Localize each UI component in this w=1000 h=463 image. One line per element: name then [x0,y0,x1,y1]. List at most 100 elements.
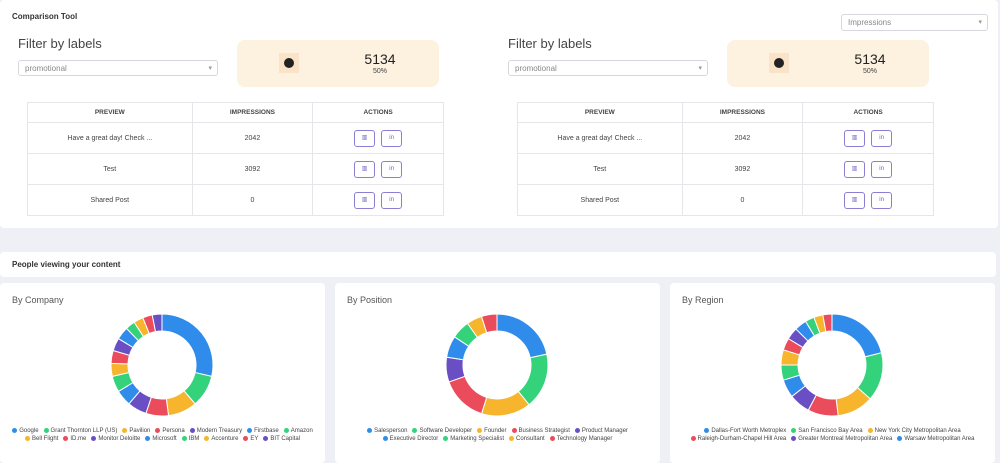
legend-swatch [897,436,903,442]
filter-select[interactable]: promotional [508,60,708,76]
remove-icon[interactable] [279,53,299,73]
stats-button[interactable]: ▥ [354,160,376,178]
legend-label: Salesperson [374,428,408,435]
legend-item[interactable]: Google [12,428,39,435]
comparison-card: Comparison Tool Impressions Filter by la… [0,0,998,228]
legend-label: Software Developer [419,428,473,435]
legend-swatch [91,436,97,442]
linkedin-button[interactable]: in [871,129,893,147]
legend-item[interactable]: Salesperson [367,428,407,434]
legend-item[interactable]: Executive Director [382,436,438,442]
legend-item[interactable]: IBM [181,436,199,442]
legend-item[interactable]: Product Manager [574,428,628,434]
legend-item[interactable]: Modern Treasury [189,428,242,434]
donut-segment [151,313,163,333]
legend-item[interactable]: New York City Metropolitan Area [867,428,961,435]
legend-item[interactable]: Business Strategist [511,428,570,434]
stat-total: 5134 [854,51,886,67]
legend-label: Pavilion [129,428,151,435]
donut-segment [161,313,214,377]
preview-cell: Shared Post [27,184,193,216]
legend-item[interactable]: Software Developer [412,428,472,434]
linkedin-button[interactable]: in [871,160,893,178]
section-title: People viewing your content [12,260,121,269]
minus[interactable] [284,58,294,68]
legend-item[interactable]: Marketing Specialist [443,436,504,442]
legend-item[interactable]: Bell Flight [24,436,58,442]
stats-button[interactable]: ▥ [844,129,866,147]
row: Shared Post 0 ▥ in [27,184,444,216]
legend-swatch [243,436,249,442]
legend-item[interactable]: Monitor Deloitte [91,436,140,442]
linkedin-button[interactable]: in [381,191,403,209]
actions-cell: ▥ in [312,122,444,154]
stat-share: 50% [372,68,387,75]
legend-item[interactable]: Amazon [283,428,313,435]
legend-item[interactable]: BIT Capital [263,436,300,442]
legend-item[interactable]: Accenture [204,436,238,442]
donut-chart [445,313,549,417]
legend-swatch [263,436,269,442]
legend-swatch [549,436,555,442]
impressions-cell: 0 [681,184,804,216]
legend-label: Grant Thornton LLP (US) [50,428,118,435]
linkedin-button[interactable]: in [381,160,403,178]
legend-label: Warsaw Metropolitan Area [904,436,975,443]
stats-button[interactable]: ▥ [354,191,376,209]
legend-item[interactable]: Pavilion [122,428,150,434]
linkedin-button[interactable]: in [381,129,403,147]
legend-item[interactable]: Dallas-Fort Worth Metroplex [704,428,786,434]
legend-label: Founder [484,428,507,435]
legend-item[interactable]: Raleigh-Durham-Chapel Hill Area [690,436,786,442]
legend-label: Amazon [290,428,313,435]
legend-swatch [791,436,797,442]
legend-item[interactable]: ID.me [63,436,86,442]
donut-chart [780,313,884,417]
metric-select[interactable]: Impressions [841,14,988,31]
stats-button[interactable]: ▥ [844,160,866,178]
legend-item[interactable]: Persona [155,428,185,435]
legend-label: Google [19,428,39,435]
column-header: PREVIEW [517,102,683,123]
filter-select[interactable]: promotional [18,60,218,76]
legend-item[interactable]: EY [243,436,258,442]
stats-button[interactable]: ▥ [844,191,866,209]
chart-card: By Region Dallas-Fort Worth Metroplex San … [670,283,995,463]
legend-item[interactable]: Technology Manager [549,436,612,442]
column-header: IMPRESSIONS [681,102,804,123]
legend-label: Persona [162,428,185,435]
impressions-cell: 3092 [191,153,314,185]
chart-card: By Company Google Grant Thornton LLP (US) P… [0,283,325,463]
legend-label: Microsoft [152,436,177,443]
legend-label: ID.me [70,436,87,443]
linkedin-button[interactable]: in [871,191,893,209]
stats-button[interactable]: ▥ [354,129,376,147]
legend-item[interactable]: Founder [477,428,507,435]
row: Test 3092 ▥ in [517,153,934,185]
legend-item[interactable]: San Francisco Bay Area [791,428,863,434]
legend-item[interactable]: Microsoft [145,436,177,443]
legend-swatch [283,428,289,433]
legend-item[interactable]: Warsaw Metropolitan Area [897,436,974,442]
impressions-cell: 2042 [681,122,804,154]
stat-share: 50% [862,68,877,75]
remove-icon[interactable] [769,53,789,73]
minus[interactable] [774,58,784,68]
legend-item[interactable]: Greater Montreal Metropolitan Area [791,436,892,442]
table: PREVIEW IMPRESSIONS ACTIONS Have a great da… [517,102,934,216]
legend: Salesperson Software Developer Founder Busi… [345,428,650,442]
legend-swatch [690,436,696,442]
legend-label: Consultant [516,436,545,443]
legend-label: New York City Metropolitan Area [874,428,961,435]
legend-swatch [181,436,187,442]
legend-label: Dallas-Fort Worth Metroplex [711,428,787,435]
legend-swatch [24,436,30,442]
legend-swatch [204,436,210,442]
legend-item[interactable]: Firstbase [247,428,279,434]
legend-swatch [122,428,128,433]
legend-label: Monitor Deloitte [98,436,141,443]
actions-cell: ▥ in [802,122,934,154]
legend-item[interactable]: Grant Thornton LLP (US) [43,428,118,435]
legend-item[interactable]: Consultant [509,436,545,442]
row: Have a great day! Check ... 2042 ▥ in [27,122,444,154]
